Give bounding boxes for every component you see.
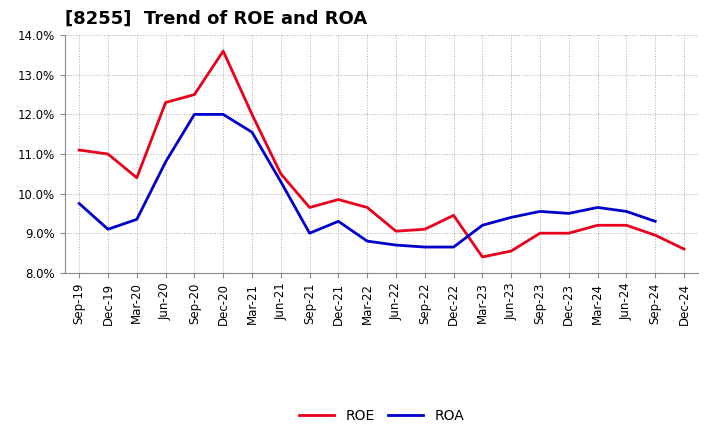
ROE [392, 228, 400, 234]
Line: ROA: ROA [79, 114, 655, 247]
ROE [622, 223, 631, 228]
ROE [564, 231, 573, 236]
ROE [536, 231, 544, 236]
ROE [248, 112, 256, 117]
ROA [449, 244, 458, 249]
ROA [248, 129, 256, 135]
ROA [132, 217, 141, 222]
ROE [219, 48, 228, 54]
ROA [75, 201, 84, 206]
ROA [161, 159, 170, 165]
ROA [420, 244, 429, 249]
ROA [593, 205, 602, 210]
ROE [75, 147, 84, 153]
ROA [363, 238, 372, 244]
ROE [276, 171, 285, 176]
ROA [219, 112, 228, 117]
ROE [363, 205, 372, 210]
Line: ROE: ROE [79, 51, 684, 257]
ROE [305, 205, 314, 210]
Legend: ROE, ROA: ROE, ROA [294, 403, 469, 429]
ROA [104, 227, 112, 232]
ROE [449, 213, 458, 218]
Text: [8255]  Trend of ROE and ROA: [8255] Trend of ROE and ROA [65, 10, 367, 28]
ROA [276, 179, 285, 184]
ROA [507, 215, 516, 220]
ROA [478, 223, 487, 228]
ROA [190, 112, 199, 117]
ROE [104, 151, 112, 157]
ROA [536, 209, 544, 214]
ROE [593, 223, 602, 228]
ROE [651, 232, 660, 238]
ROE [132, 175, 141, 180]
ROA [334, 219, 343, 224]
ROA [392, 242, 400, 248]
ROE [190, 92, 199, 97]
ROA [651, 219, 660, 224]
ROA [305, 231, 314, 236]
ROA [564, 211, 573, 216]
ROE [161, 100, 170, 105]
ROE [334, 197, 343, 202]
ROE [478, 254, 487, 260]
ROE [680, 246, 688, 252]
ROE [507, 248, 516, 253]
ROE [420, 227, 429, 232]
ROA [622, 209, 631, 214]
